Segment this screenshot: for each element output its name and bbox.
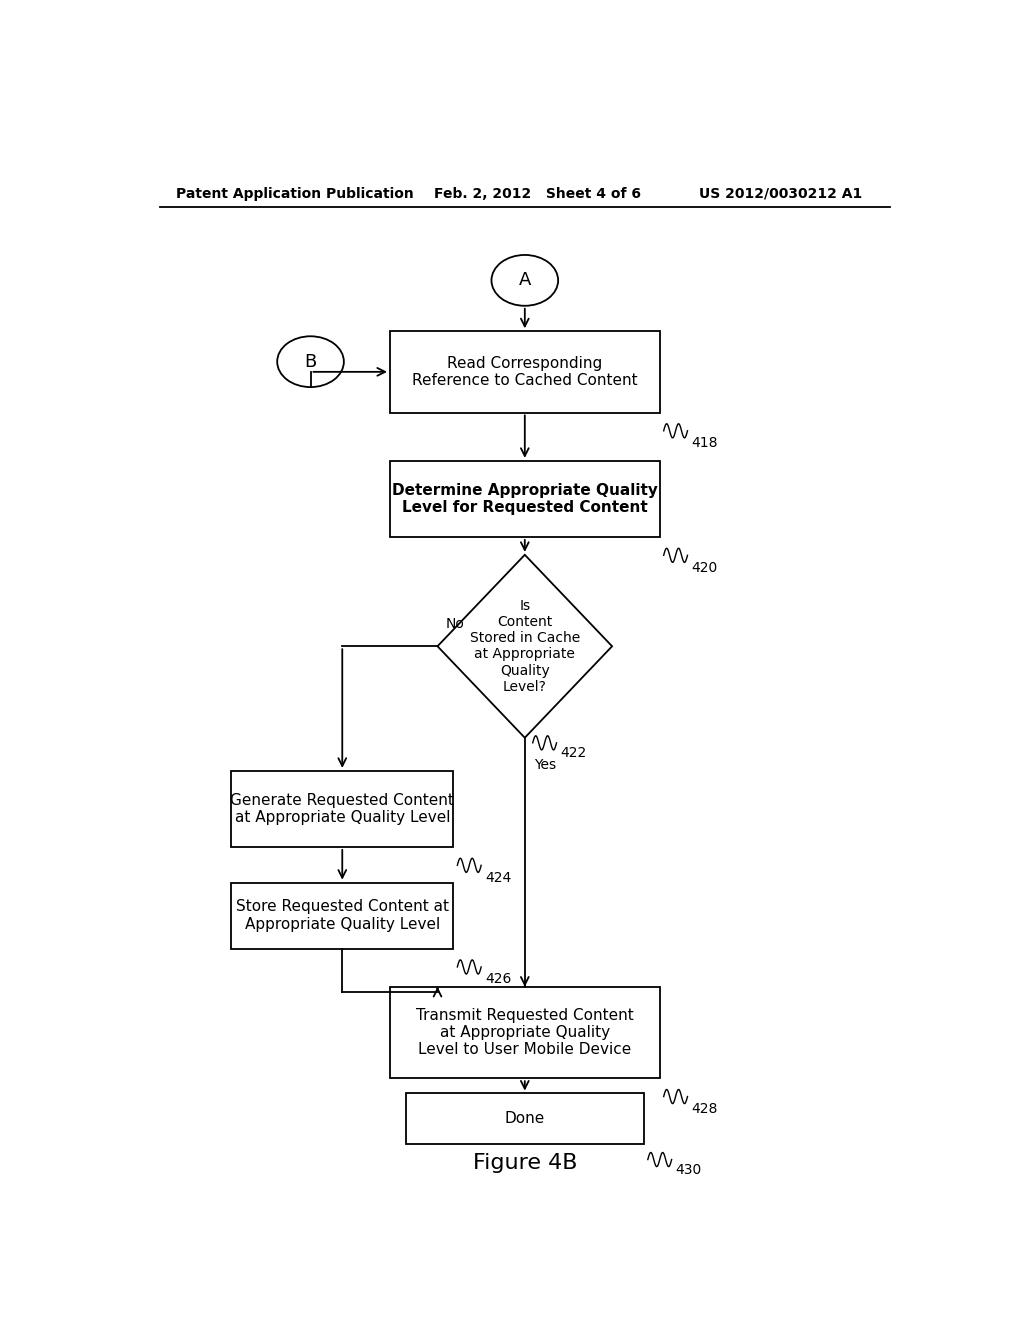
Text: 426: 426 (485, 972, 512, 986)
Text: 422: 422 (560, 746, 587, 760)
Text: A: A (518, 272, 531, 289)
Text: Generate Requested Content
at Appropriate Quality Level: Generate Requested Content at Appropriat… (230, 793, 455, 825)
Text: 418: 418 (691, 436, 718, 450)
Text: Transmit Requested Content
at Appropriate Quality
Level to User Mobile Device: Transmit Requested Content at Appropriat… (416, 1007, 634, 1057)
Text: B: B (304, 352, 316, 371)
Bar (231, 771, 454, 847)
Bar (390, 331, 659, 412)
Bar (406, 1093, 644, 1144)
Text: Figure 4B: Figure 4B (472, 1152, 578, 1172)
Text: 424: 424 (485, 870, 511, 884)
Text: Read Corresponding
Reference to Cached Content: Read Corresponding Reference to Cached C… (412, 355, 638, 388)
Text: 428: 428 (691, 1102, 718, 1115)
Text: US 2012/0030212 A1: US 2012/0030212 A1 (699, 187, 862, 201)
Ellipse shape (278, 337, 344, 387)
Text: Done: Done (505, 1111, 545, 1126)
Text: Feb. 2, 2012   Sheet 4 of 6: Feb. 2, 2012 Sheet 4 of 6 (433, 187, 641, 201)
Polygon shape (437, 554, 612, 738)
Bar (390, 461, 659, 537)
Text: 420: 420 (691, 561, 718, 574)
Text: Is
Content
Stored in Cache
at Appropriate
Quality
Level?: Is Content Stored in Cache at Appropriat… (470, 599, 580, 694)
Ellipse shape (492, 255, 558, 306)
Text: Yes: Yes (535, 758, 556, 772)
Text: Determine Appropriate Quality
Level for Requested Content: Determine Appropriate Quality Level for … (392, 483, 657, 515)
Bar (390, 987, 659, 1078)
Text: 430: 430 (676, 1163, 701, 1176)
Text: Patent Application Publication: Patent Application Publication (176, 187, 414, 201)
Text: Store Requested Content at
Appropriate Quality Level: Store Requested Content at Appropriate Q… (236, 899, 449, 932)
Text: No: No (445, 616, 464, 631)
Bar (231, 883, 454, 949)
